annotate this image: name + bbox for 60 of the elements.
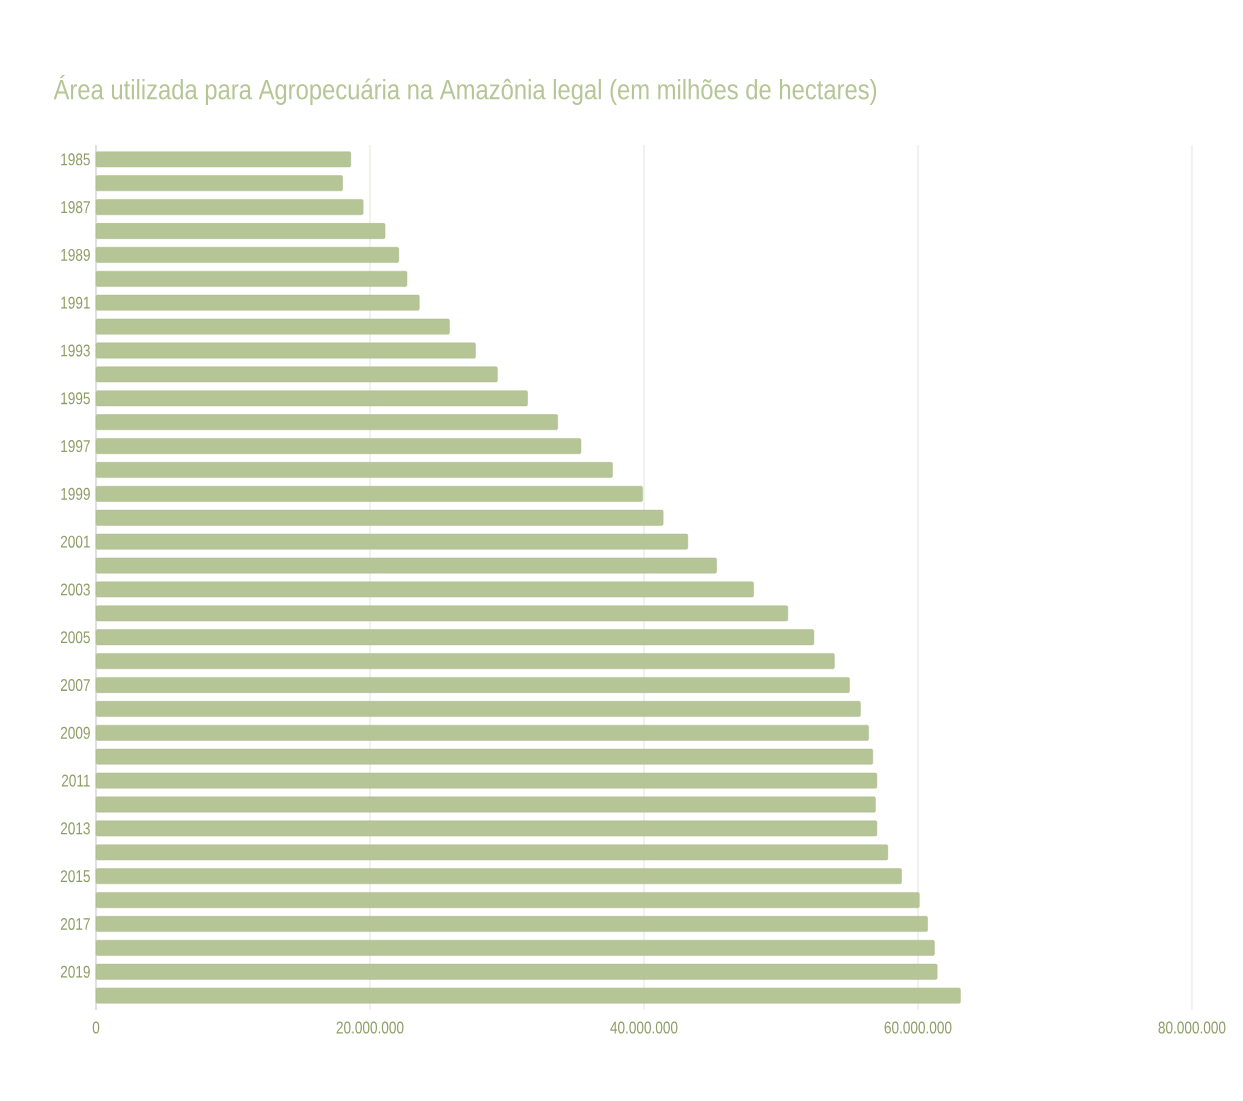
bar [95, 199, 364, 215]
bar [95, 414, 558, 431]
x-tick-label: 80.000.000 [1158, 1021, 1226, 1034]
bar [95, 223, 386, 239]
y-tick-label: 1993 [61, 344, 90, 357]
y-tick-label: 2011 [61, 774, 90, 787]
y-tick-label: 1997 [61, 440, 90, 453]
y-tick-label: 1999 [61, 487, 90, 500]
x-tick-label: 0 [92, 1021, 100, 1034]
bar [95, 772, 878, 789]
bar [95, 438, 582, 454]
bar [95, 987, 961, 1004]
bar [95, 270, 408, 287]
bar [95, 366, 498, 383]
bar [95, 581, 754, 598]
bar [95, 629, 815, 646]
bar [95, 151, 352, 168]
bar [95, 796, 876, 813]
y-tick-label: 1995 [61, 392, 90, 405]
bar [95, 677, 850, 693]
y-tick-label: 2001 [60, 535, 90, 548]
bar [95, 605, 789, 622]
y-tick-label: 1989 [61, 248, 90, 261]
chart-title: Área utilizada para Agropecuária na Amazônia legal (em milhões de hectares) [53, 74, 877, 106]
y-tick-label: 2017 [60, 917, 90, 930]
y-tick-label: 1985 [61, 153, 90, 166]
y-tick-label: 1987 [61, 201, 90, 214]
bar [95, 844, 889, 861]
bar [95, 724, 869, 741]
y-tick-label: 1991 [61, 296, 90, 309]
bar [95, 247, 399, 263]
bar [95, 653, 835, 669]
bar [95, 557, 717, 574]
bar [95, 509, 664, 526]
bar [95, 892, 920, 908]
x-tick-label: 40.000.000 [610, 1021, 678, 1034]
y-tick-label: 2003 [60, 583, 90, 596]
bar [95, 701, 861, 717]
y-tick-label: 2019 [60, 965, 90, 978]
bar [95, 940, 935, 956]
y-tick-label: 2009 [60, 726, 90, 739]
bar [95, 462, 613, 478]
bar [95, 748, 873, 765]
x-tick-label: 60.000.000 [884, 1021, 952, 1034]
bar [95, 175, 343, 192]
bar [95, 390, 528, 407]
bar [95, 963, 938, 980]
y-tick-label: 2007 [60, 679, 90, 692]
y-tick-label: 2005 [60, 631, 90, 644]
x-tick-label: 20.000.000 [336, 1021, 404, 1034]
bar [95, 318, 450, 335]
y-tick-label: 2013 [60, 822, 90, 835]
bar [95, 533, 689, 550]
bar [95, 342, 476, 359]
y-tick-label: 2015 [60, 870, 90, 883]
bar [95, 294, 420, 311]
bar [95, 916, 928, 932]
bar [95, 486, 643, 502]
bar [95, 868, 902, 885]
bar [95, 820, 878, 837]
